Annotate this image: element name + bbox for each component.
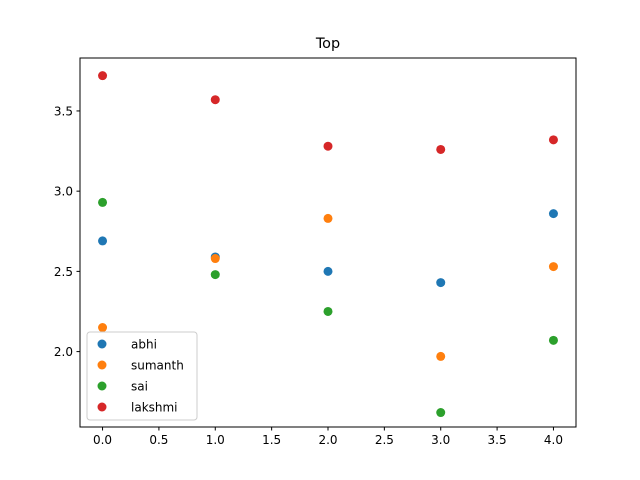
y-tick-label-1: 2.5: [54, 265, 73, 279]
point-sai-3: [436, 408, 446, 418]
legend-label-lakshmi: lakshmi: [131, 401, 178, 415]
point-lakshmi-3: [436, 144, 446, 154]
point-abhi-4: [548, 209, 558, 219]
point-sumanth-3: [436, 351, 446, 361]
legend-marker-sai: [97, 381, 107, 391]
point-lakshmi-0: [98, 71, 108, 81]
legend-label-abhi: abhi: [131, 338, 157, 352]
x-tick-label-8: 4.0: [544, 433, 563, 447]
legend-marker-lakshmi: [97, 402, 107, 412]
x-tick-label-4: 2.0: [318, 433, 337, 447]
point-lakshmi-1: [210, 95, 220, 105]
point-abhi-2: [323, 266, 333, 276]
point-abhi-3: [436, 278, 446, 288]
y-tick-label-3: 3.5: [54, 104, 73, 118]
x-tick-label-2: 1.0: [206, 433, 225, 447]
legend-marker-abhi: [97, 339, 107, 349]
chart-title: Top: [315, 36, 340, 52]
x-tick-label-5: 2.5: [375, 433, 394, 447]
legend-label-sumanth: sumanth: [131, 359, 184, 373]
point-sumanth-2: [323, 213, 333, 223]
point-sai-1: [210, 270, 220, 280]
x-tick-label-7: 3.5: [488, 433, 507, 447]
x-tick-label-0: 0.0: [93, 433, 112, 447]
x-tick-label-1: 0.5: [149, 433, 168, 447]
y-tick-label-0: 2.0: [54, 345, 73, 359]
point-abhi-0: [98, 236, 108, 246]
point-lakshmi-2: [323, 141, 333, 151]
x-tick-label-3: 1.5: [262, 433, 281, 447]
point-sai-2: [323, 306, 333, 316]
legend: abhi sumanth sai lakshmi: [86, 331, 198, 421]
point-lakshmi-4: [548, 135, 558, 145]
point-sumanth-0: [98, 323, 108, 333]
axes: 0.0 0.5 1.0 1.5 2.0 2.5 3.0 3.5 4.0 2.0 2.5 3.0 3.5: [54, 57, 577, 447]
data-points: [98, 71, 558, 418]
x-tick-label-6: 3.0: [431, 433, 450, 447]
point-sai-4: [548, 335, 558, 345]
point-sumanth-1: [210, 254, 220, 264]
legend-label-sai: sai: [131, 380, 148, 394]
legend-box: [86, 331, 198, 421]
legend-marker-sumanth: [97, 360, 107, 370]
y-tick-label-2: 3.0: [54, 185, 73, 199]
point-sai-0: [98, 197, 108, 207]
point-sumanth-4: [548, 262, 558, 272]
